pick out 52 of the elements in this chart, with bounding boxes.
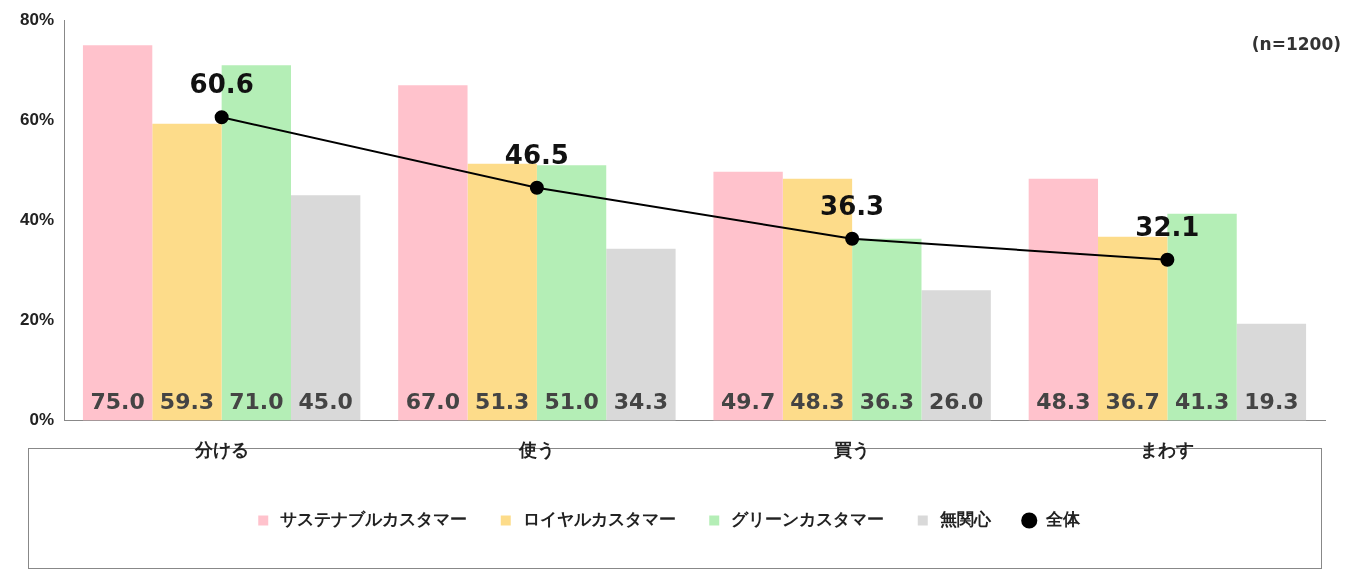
data-label: 45.0 [298,389,353,415]
data-label: 49.7 [720,389,776,415]
bar [467,163,537,421]
data-label: 36.3 [820,190,885,221]
data-label: 75.0 [90,389,145,415]
bar [606,248,676,421]
data-label: 41.3 [1174,389,1230,415]
x-tick-label: 使う [517,440,555,461]
legend-label: サステナブルカスタマー [280,510,468,530]
bar [713,171,783,421]
data-label: 19.3 [1244,389,1299,415]
bar [921,290,991,421]
bar [398,85,468,421]
bar [852,238,922,421]
data-label: 36.3 [859,389,914,415]
bar [82,45,153,421]
y-tick-label: 80% [19,9,55,29]
data-label: 48.3 [1036,389,1091,415]
point [214,110,229,125]
data-label: 48.3 [790,389,845,415]
data-label: 67.0 [405,389,460,415]
legend-label: グリーンカスタマー [731,510,885,530]
point [1160,252,1175,267]
x-tick-label: まわす [1140,440,1195,461]
y-tick-label: 0% [29,410,55,430]
bar [152,123,222,421]
data-label: 51.3 [475,389,530,415]
y-tick-label: 40% [19,209,55,229]
data-label: 60.6 [189,69,254,99]
x-tick-label: 買う [833,440,871,461]
point [845,231,860,246]
annotation: (n=1200) [1251,34,1341,54]
bar [536,165,607,421]
point [529,180,544,195]
y-tick-label: 60% [19,109,55,129]
data-label: 36.7 [1105,389,1160,415]
data-label: 32.1 [1135,211,1200,242]
x-tick-label: 分ける [193,440,249,461]
data-label: 51.0 [544,389,599,415]
bar [291,195,361,421]
data-label: 59.3 [159,389,215,415]
data-label: 46.5 [504,139,569,170]
data-label: 34.3 [613,389,669,415]
data-label: 71.0 [229,389,284,415]
bar [1236,323,1307,421]
y-tick-label: 20% [19,310,55,330]
bar [1098,236,1168,421]
legend-label: 全体 [1045,510,1082,530]
legend-label: 無関心 [938,510,992,530]
data-label: 26.0 [929,389,984,415]
bar [1028,178,1099,421]
legend-label: ロイヤルカスタマー [522,510,676,530]
